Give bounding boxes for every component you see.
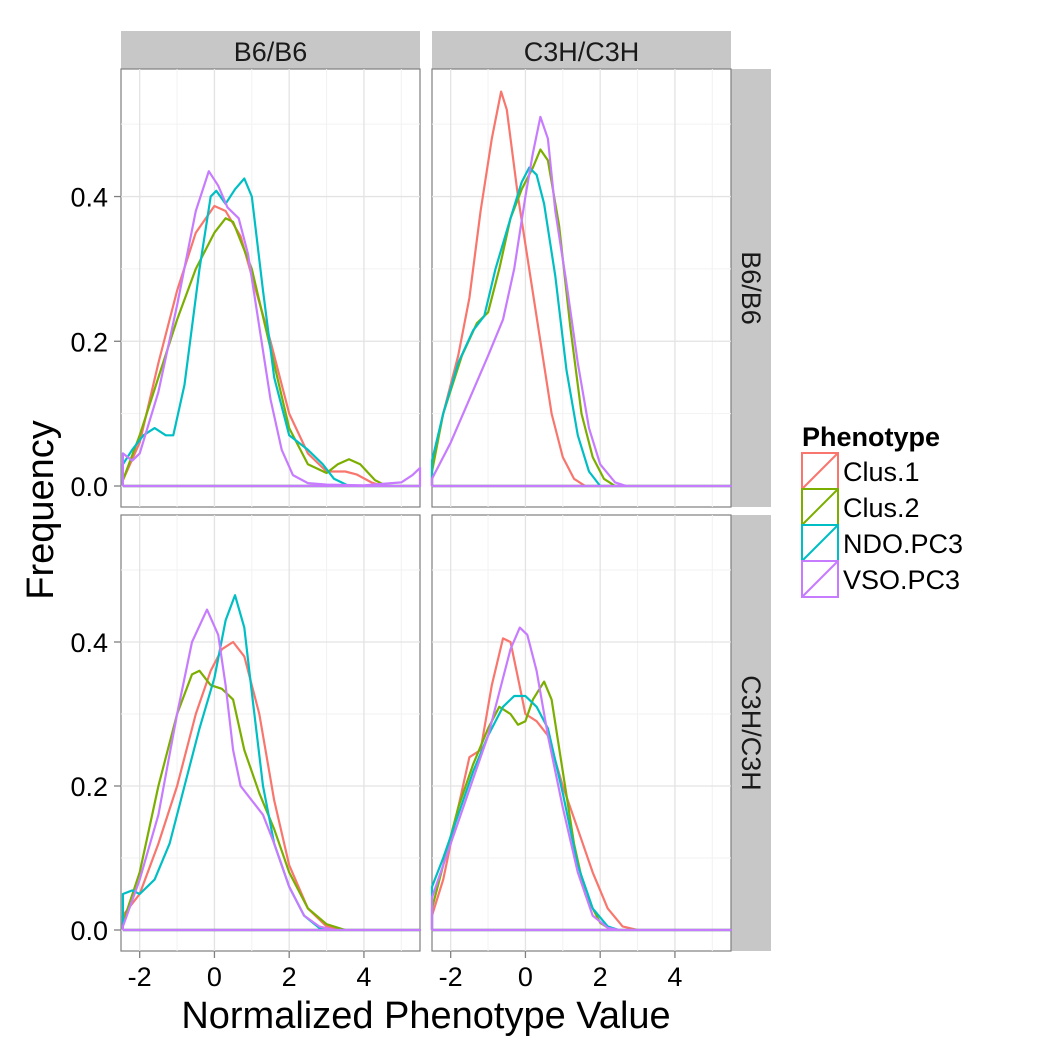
row-strips: B6/B6 C3H/C3H — [731, 69, 771, 951]
x-tick-label: -2 — [128, 962, 152, 992]
density-curve-ndo-pc3 — [430, 166, 733, 488]
x-tick-label: 4 — [356, 962, 371, 992]
density-curve-vso-pc3 — [121, 608, 422, 932]
legend-label: VSO.PC3 — [843, 565, 960, 595]
x-tick-label: 2 — [282, 962, 297, 992]
x-tick-label: 0 — [207, 962, 222, 992]
x-tick-label: 2 — [593, 962, 608, 992]
column-strip — [121, 31, 420, 69]
legend-title: Phenotype — [802, 422, 940, 452]
legend: Phenotype Clus.1 Clus.2 NDO.PC3 VSO.PC3 — [801, 422, 963, 598]
facet-panel — [120, 68, 421, 508]
x-tick-label: 4 — [667, 962, 682, 992]
panel-background — [120, 514, 421, 952]
legend-entry: Clus.2 — [801, 488, 920, 526]
legend-key-line — [802, 453, 838, 489]
row-strip-label: B6/B6 — [736, 251, 766, 325]
row-strip — [731, 69, 771, 507]
facet-panel — [431, 68, 732, 508]
axes: 0.0 0.2 0.4 0.0 0.2 0.4 -2 0 2 4 -2 0 2 4 — [70, 183, 682, 992]
panel-background — [120, 68, 421, 508]
column-strip-label: C3H/C3H — [524, 37, 640, 67]
legend-entry: Clus.1 — [801, 452, 920, 490]
facet-panel — [120, 514, 421, 952]
row-strip-label: C3H/C3H — [736, 675, 766, 791]
column-strip-label: B6/B6 — [234, 37, 308, 67]
legend-entries: Clus.1 Clus.2 NDO.PC3 VSO.PC3 — [801, 452, 963, 598]
legend-key-line — [802, 525, 838, 561]
y-tick-label: 0.2 — [70, 327, 108, 357]
x-tick-label: -2 — [439, 962, 463, 992]
facet-panels — [120, 68, 733, 952]
y-tick-label: 0.0 — [70, 472, 108, 502]
density-curve-vso-pc3 — [430, 626, 733, 932]
column-strips: B6/B6 C3H/C3H — [121, 31, 731, 69]
y-tick-label: 0.0 — [70, 916, 108, 946]
density-curve-clus-1 — [430, 90, 733, 488]
density-curve-vso-pc3 — [430, 115, 733, 488]
x-tick-label: 0 — [518, 962, 533, 992]
density-curve-clus-1 — [430, 637, 733, 932]
legend-key-line — [802, 489, 838, 525]
x-axis-label: Normalized Phenotype Value — [181, 995, 670, 1037]
density-curve-vso-pc3 — [121, 170, 422, 488]
legend-key-line — [802, 561, 838, 597]
legend-label: Clus.2 — [843, 493, 920, 523]
density-curve-ndo-pc3 — [121, 177, 422, 488]
legend-entry: VSO.PC3 — [801, 560, 960, 598]
density-curve-clus-1 — [121, 640, 422, 932]
column-strip — [432, 31, 731, 69]
row-strip — [731, 515, 771, 951]
legend-entry: NDO.PC3 — [801, 524, 963, 562]
density-curve-clus-2 — [430, 680, 733, 932]
panel-background — [431, 68, 732, 508]
y-tick-label: 0.4 — [70, 183, 108, 213]
legend-label: NDO.PC3 — [843, 529, 963, 559]
y-tick-label: 0.2 — [70, 772, 108, 802]
y-axis-label: Frequency — [20, 420, 62, 600]
y-tick-label: 0.4 — [70, 628, 108, 658]
density-curve-clus-2 — [121, 669, 422, 932]
density-curve-ndo-pc3 — [430, 694, 733, 932]
legend-label: Clus.1 — [843, 457, 920, 487]
